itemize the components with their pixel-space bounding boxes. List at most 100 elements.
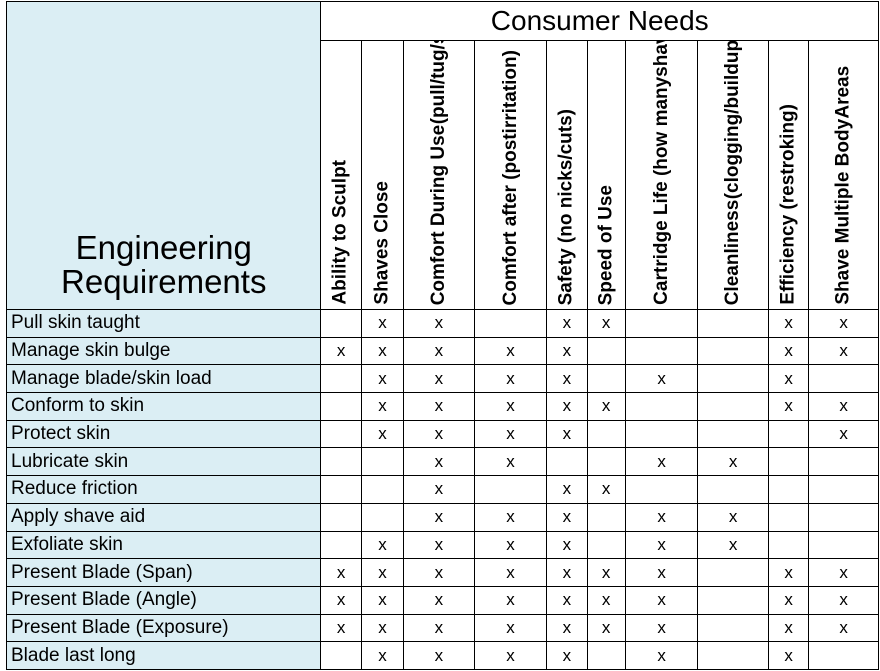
relationship-mark: x	[546, 530, 588, 560]
requirement-row: Protect skin x x x x x	[5, 419, 879, 449]
relationship-mark: x	[403, 475, 475, 504]
consumer-need-header: Comfort During Use (pull/tug/scrape)	[403, 40, 475, 310]
empty-cell	[586, 447, 626, 477]
consumer-need-label-line: Safety (no nicks/cuts)	[555, 108, 577, 305]
relationship-mark: x	[360, 530, 405, 560]
requirement-row: Apply shave aid x x x x x	[5, 502, 879, 532]
relationship-mark: x	[808, 392, 879, 421]
empty-cell	[546, 447, 588, 477]
empty-cell	[767, 530, 810, 560]
requirement-row: Present Blade (Exposure) x x x x x x x x x	[5, 613, 879, 643]
relationship-mark: x	[546, 585, 588, 615]
requirements-body: Pull skin taught x x x x x x Manage skin bulge x…	[5, 309, 879, 670]
relationship-mark: x	[624, 641, 699, 670]
empty-cell	[808, 641, 879, 670]
empty-cell	[697, 419, 769, 449]
requirement-label: Apply shave aid	[5, 502, 322, 532]
relationship-mark: x	[624, 530, 699, 560]
empty-cell	[624, 419, 699, 449]
relationship-mark: x	[473, 585, 548, 615]
empty-cell	[697, 613, 769, 643]
empty-cell	[320, 419, 362, 449]
corner-title-line2: Requirements	[61, 263, 267, 300]
relationship-mark: x	[767, 392, 810, 421]
consumer-need-label-line: (pull/tug/scrape)	[427, 40, 449, 125]
consumer-need-label-line: Areas	[832, 66, 854, 120]
relationship-mark: x	[360, 419, 405, 449]
requirement-row: Blade last long x x x x x x	[5, 641, 879, 670]
relationship-mark: x	[320, 558, 362, 587]
relationship-mark: x	[808, 558, 879, 587]
relationship-mark: x	[403, 502, 475, 532]
consumer-need-label-line: Comfort after (post	[499, 132, 521, 305]
empty-cell	[697, 585, 769, 615]
requirement-row: Exfoliate skin x x x x x x	[5, 530, 879, 560]
consumer-need-label: Shave Multiple Body Areas	[810, 66, 878, 305]
consumer-need-label: Speed of Use	[588, 184, 624, 305]
empty-cell	[767, 502, 810, 532]
empty-cell	[586, 641, 626, 670]
requirement-row: Pull skin taught x x x x x x	[5, 309, 879, 338]
empty-cell	[586, 502, 626, 532]
requirement-row: Manage skin bulge x x x x x x x	[5, 336, 879, 366]
empty-cell	[697, 558, 769, 587]
empty-cell	[767, 475, 810, 504]
empty-cell	[808, 447, 879, 477]
empty-cell	[808, 502, 879, 532]
relationship-mark: x	[473, 447, 548, 477]
consumer-need-header: Cartridge Life (how many shaves)	[624, 40, 699, 310]
relationship-mark: x	[403, 336, 475, 366]
consumer-need-label-line: Ability to Sculpt	[330, 160, 352, 305]
consumer-need-label: Safety (no nicks/cuts)	[548, 108, 586, 305]
relationship-mark: x	[767, 613, 810, 643]
relationship-mark: x	[546, 641, 588, 670]
relationship-mark: x	[808, 585, 879, 615]
empty-cell	[320, 392, 362, 421]
relationship-mark: x	[808, 613, 879, 643]
empty-cell	[697, 364, 769, 394]
requirement-label: Reduce friction	[5, 475, 322, 504]
requirement-label: Exfoliate skin	[5, 530, 322, 560]
consumer-need-header: Safety (no nicks/cuts)	[546, 40, 588, 310]
relationship-mark: x	[360, 641, 405, 670]
consumer-need-label-line: Cartridge Life (how many	[650, 76, 672, 305]
empty-cell	[808, 475, 879, 504]
consumer-need-label: Comfort During Use (pull/tug/scrape)	[405, 40, 474, 306]
relationship-mark: x	[767, 585, 810, 615]
relationship-mark: x	[403, 585, 475, 615]
relationship-mark: x	[473, 502, 548, 532]
relationship-mark: x	[546, 309, 588, 338]
relationship-mark: x	[624, 613, 699, 643]
relationship-mark: x	[697, 530, 769, 560]
consumer-needs-title: Consumer Needs	[320, 1, 879, 41]
relationship-mark: x	[360, 336, 405, 366]
relationship-mark: x	[624, 447, 699, 477]
empty-cell	[586, 364, 626, 394]
relationship-mark: x	[360, 558, 405, 587]
relationship-mark: x	[360, 364, 405, 394]
empty-cell	[586, 419, 626, 449]
relationship-mark: x	[586, 613, 626, 643]
consumer-need-label: Ability to Sculpt	[322, 160, 360, 305]
relationship-mark: x	[320, 336, 362, 366]
relationship-mark: x	[403, 530, 475, 560]
empty-cell	[320, 364, 362, 394]
consumer-need-label: Comfort after (post irritation)	[475, 50, 546, 305]
relationship-mark: x	[403, 641, 475, 670]
relationship-mark: x	[808, 309, 879, 338]
relationship-mark: x	[403, 309, 475, 338]
relationship-mark: x	[473, 530, 548, 560]
relationship-mark: x	[586, 558, 626, 587]
relationship-mark: x	[586, 475, 626, 504]
empty-cell	[320, 475, 362, 504]
relationship-mark: x	[767, 558, 810, 587]
relationship-mark: x	[546, 419, 588, 449]
empty-cell	[320, 641, 362, 670]
consumer-need-label-line: Cleanliness	[722, 199, 744, 305]
relationship-mark: x	[360, 613, 405, 643]
corner-title-line1: Engineering	[75, 229, 252, 266]
relationship-mark: x	[473, 558, 548, 587]
relationship-mark: x	[586, 585, 626, 615]
consumer-need-label-line: Speed of Use	[595, 184, 617, 305]
empty-cell	[360, 447, 405, 477]
